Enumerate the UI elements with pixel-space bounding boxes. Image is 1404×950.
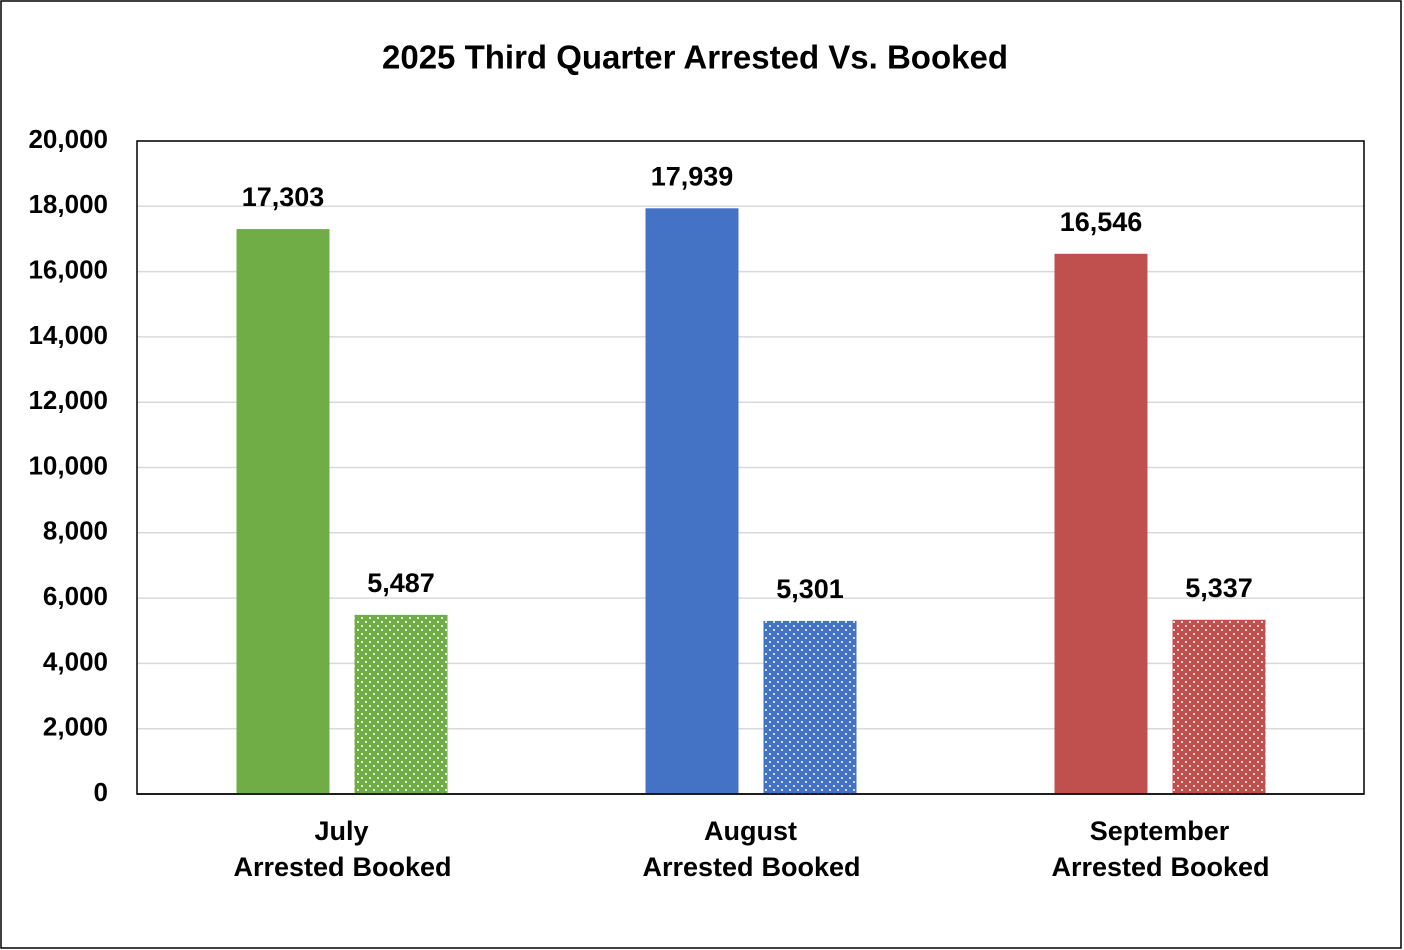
y-tick-label: 18,000 xyxy=(28,189,108,219)
bar xyxy=(763,620,857,794)
series-label: Booked xyxy=(353,852,452,882)
bar xyxy=(354,614,448,794)
x-tick-label: September xyxy=(1090,816,1230,846)
series-label: Arrested xyxy=(1051,852,1162,882)
data-label: 5,337 xyxy=(1185,573,1253,603)
series-label: Arrested xyxy=(233,852,344,882)
y-tick-label: 4,000 xyxy=(43,646,108,676)
y-tick-label: 20,000 xyxy=(28,124,108,154)
y-tick-label: 2,000 xyxy=(43,712,108,742)
y-tick-label: 14,000 xyxy=(28,320,108,350)
bar xyxy=(645,208,739,795)
bar xyxy=(1054,253,1148,795)
y-tick-label: 16,000 xyxy=(28,254,108,284)
y-tick-label: 12,000 xyxy=(28,385,108,415)
y-tick-label: 0 xyxy=(94,777,108,807)
y-tick-label: 10,000 xyxy=(28,450,108,480)
y-tick-label: 6,000 xyxy=(43,581,108,611)
y-tick-label: 8,000 xyxy=(43,516,108,546)
data-label: 16,546 xyxy=(1060,207,1143,237)
bar xyxy=(1172,619,1266,794)
x-tick-label: August xyxy=(704,816,797,846)
bar xyxy=(236,229,330,794)
series-label: Booked xyxy=(762,852,861,882)
chart-title: 2025 Third Quarter Arrested Vs. Booked xyxy=(382,39,1008,76)
data-label: 17,303 xyxy=(242,182,325,212)
x-tick-label: July xyxy=(314,816,368,846)
series-label: Arrested xyxy=(642,852,753,882)
data-label: 5,301 xyxy=(776,574,844,604)
series-label: Booked xyxy=(1171,852,1270,882)
data-label: 5,487 xyxy=(367,568,435,598)
data-label: 17,939 xyxy=(651,161,734,191)
